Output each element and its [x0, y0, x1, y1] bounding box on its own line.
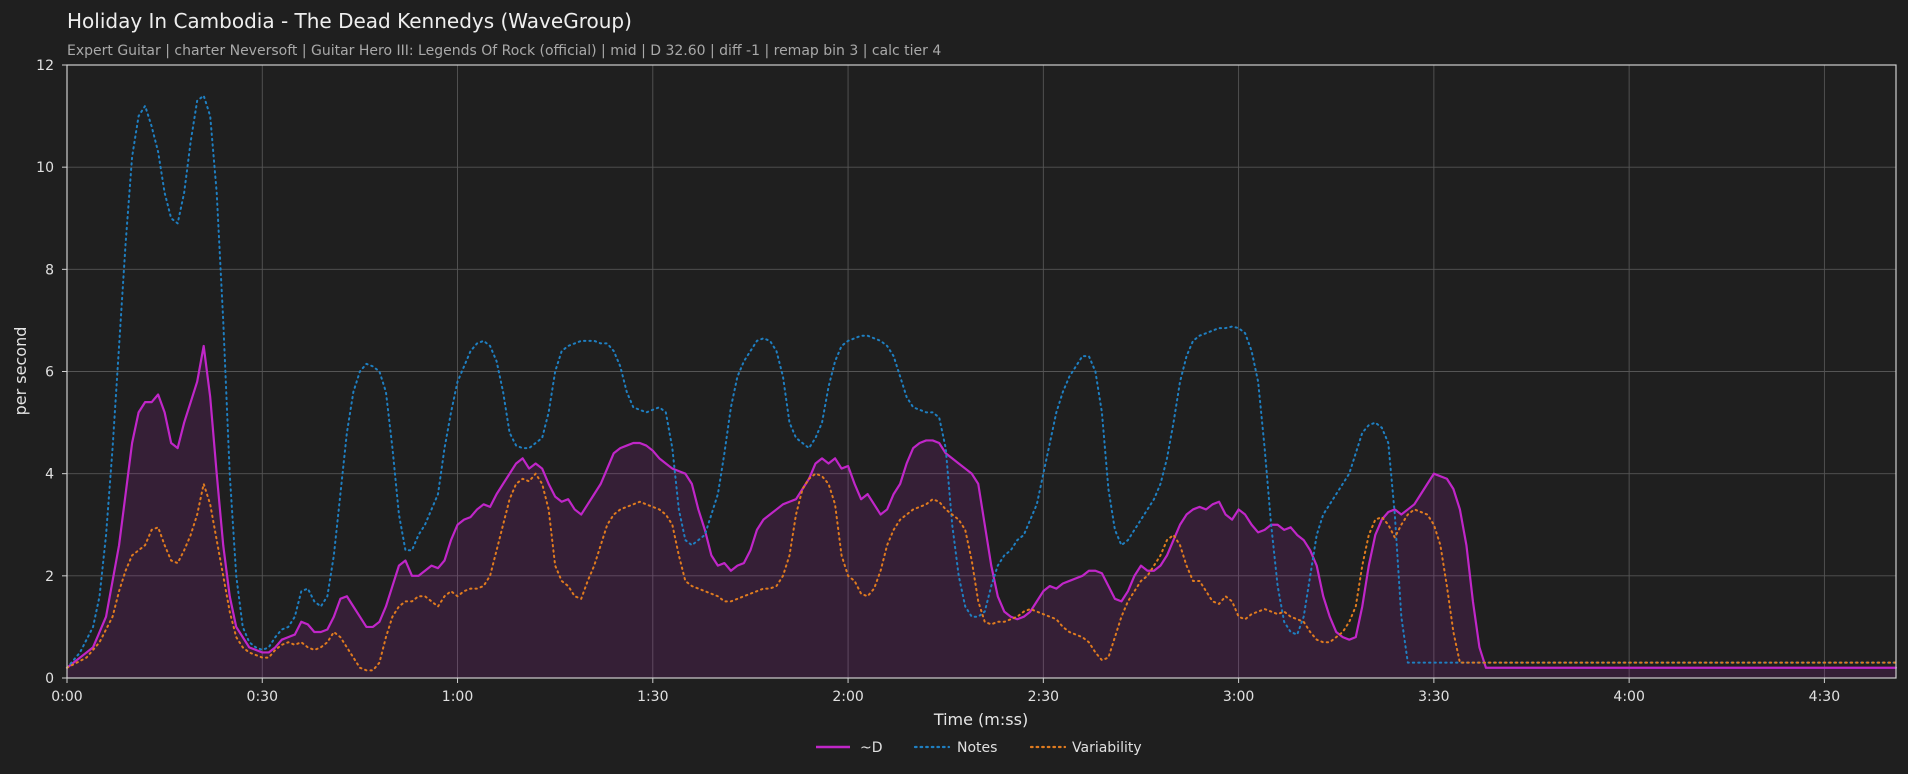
y-tick-label: 8	[45, 262, 54, 278]
x-tick-label: 4:00	[1613, 689, 1644, 705]
x-tick-label: 2:00	[832, 689, 863, 705]
y-tick-label: 6	[45, 365, 54, 381]
x-tick-label: 2:30	[1028, 689, 1059, 705]
series-line-notes	[66, 94, 1897, 669]
y-axis-label: per second	[11, 327, 30, 416]
x-tick-label: 1:30	[637, 689, 668, 705]
legend-label-variability: Variability	[1072, 740, 1142, 756]
series-line-variability	[66, 472, 1897, 672]
series-fills	[67, 345, 1896, 678]
x-tick-label: 0:00	[51, 689, 82, 705]
y-tick-label: 4	[45, 467, 54, 483]
series-fill-d	[67, 345, 1896, 678]
chart-title: Holiday In Cambodia - The Dead Kennedys …	[67, 9, 632, 33]
y-tick-label: 10	[36, 160, 54, 176]
x-axis-label: Time (m:ss)	[933, 710, 1028, 729]
y-tick-label: 0	[45, 671, 54, 687]
series-line-d	[65, 344, 1898, 669]
chart-subtitle: Expert Guitar | charter Neversoft | Guit…	[67, 43, 941, 59]
y-tick-label: 12	[36, 58, 54, 74]
x-tick-label: 3:00	[1223, 689, 1254, 705]
legend: ~D Notes Variability	[816, 740, 1142, 756]
y-tick-label: 2	[45, 569, 54, 585]
legend-label-notes: Notes	[957, 740, 997, 756]
x-tick-label: 1:00	[442, 689, 473, 705]
x-axis-ticks: 0:00 0:30 1:00 1:30 2:00 2:30 3:00 3:30 4:00 4:30	[51, 678, 1840, 705]
y-axis-ticks: 0 2 4 6 8 10 12	[36, 58, 67, 687]
legend-label-d: ~D	[860, 740, 883, 756]
x-tick-label: 0:30	[247, 689, 278, 705]
series-lines	[65, 94, 1898, 672]
x-tick-label: 3:30	[1418, 689, 1449, 705]
x-tick-label: 4:30	[1809, 689, 1840, 705]
